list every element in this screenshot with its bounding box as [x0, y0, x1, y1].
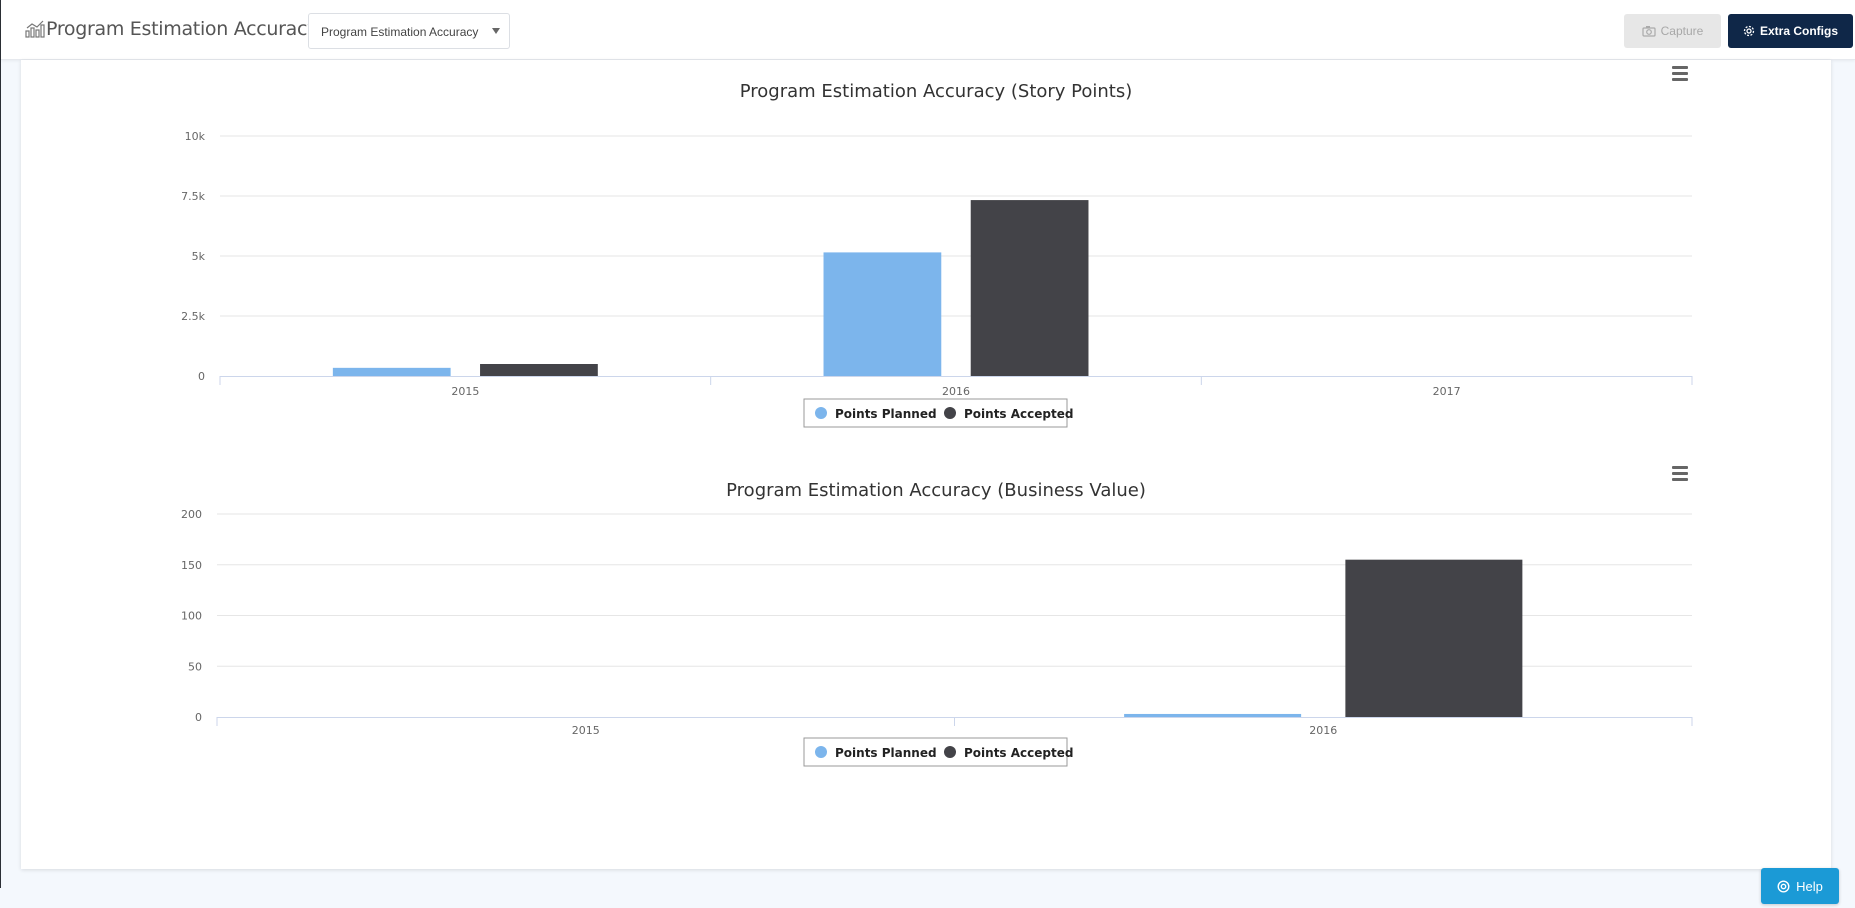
legend-box: [803, 737, 1068, 767]
legend-box: [803, 398, 1068, 428]
story-points-bar-points-accepted: [970, 200, 1089, 376]
legend-label: Points Accepted: [964, 746, 1073, 760]
legend-marker: [815, 746, 827, 758]
y-tick-label: 150: [181, 559, 202, 572]
y-tick-label: 200: [181, 508, 202, 521]
lifebuoy-icon: [1777, 879, 1790, 893]
y-tick-label: 10k: [185, 130, 206, 143]
legend-item-points-accepted[interactable]: Points Accepted: [944, 407, 1073, 421]
capture-label: Capture: [1660, 24, 1704, 38]
page-title: Program Estimation Accuracy: [46, 18, 319, 40]
chart-menu-icon[interactable]: [1668, 462, 1692, 482]
x-tick-label: 2017: [1433, 385, 1461, 398]
y-tick-label: 50: [188, 660, 202, 673]
menu-line: [1672, 78, 1688, 81]
y-tick-label: 5k: [192, 250, 206, 263]
legend-item-points-accepted[interactable]: Points Accepted: [944, 746, 1073, 760]
charts-card: Program Estimation Accuracy (Story Point…: [21, 60, 1831, 869]
menu-line: [1672, 472, 1688, 475]
top-header: Program Estimation Accuracy Program Esti…: [1, 0, 1855, 60]
menu-line: [1672, 72, 1688, 75]
x-tick-label: 2015: [451, 385, 479, 398]
report-select[interactable]: Program Estimation Accuracy: [308, 13, 510, 49]
legend-item-points-planned[interactable]: Points Planned: [815, 746, 937, 760]
left-border: [0, 0, 1, 888]
business-value-chart-svg: Program Estimation Accuracy (Business Va…: [181, 462, 1693, 767]
legend-marker: [944, 746, 956, 758]
x-tick-label: 2015: [572, 724, 600, 737]
caret-down-icon: [492, 28, 500, 34]
gear-icon: [1743, 25, 1755, 37]
chart-legend: Points Planned Points Accepted: [803, 737, 1073, 767]
y-tick-label: 2.5k: [181, 310, 205, 323]
legend-item-points-planned[interactable]: Points Planned: [815, 407, 937, 421]
extra-configs-label: Extra Configs: [1759, 24, 1838, 38]
business-value-bar-points-accepted: [1345, 559, 1523, 717]
help-label: Help: [1796, 878, 1823, 894]
y-tick-label: 0: [195, 711, 202, 724]
story-points-chart-svg: Program Estimation Accuracy (Story Point…: [181, 62, 1693, 428]
chart-menu-icon[interactable]: [1668, 62, 1692, 82]
report-select-value: Program Estimation Accuracy: [321, 25, 479, 39]
extra-configs-button[interactable]: Extra Configs: [1728, 14, 1853, 48]
menu-line: [1672, 478, 1688, 481]
story-points-bar-points-planned: [823, 252, 942, 376]
story-points-chart: Program Estimation Accuracy (Story Point…: [21, 60, 1831, 460]
help-button[interactable]: Help: [1761, 868, 1839, 904]
story-points-bar-points-planned: [332, 367, 451, 376]
legend-label: Points Planned: [835, 746, 937, 760]
menu-hit-area[interactable]: [1668, 62, 1692, 82]
camera-icon: [1642, 26, 1656, 37]
chart-icon: [25, 20, 45, 38]
legend-marker: [944, 407, 956, 419]
capture-button[interactable]: Capture: [1624, 14, 1721, 48]
x-tick-label: 2016: [1309, 724, 1337, 737]
chart-title: Program Estimation Accuracy (Story Point…: [740, 81, 1133, 102]
y-tick-label: 7.5k: [181, 190, 205, 203]
x-tick-label: 2016: [942, 385, 970, 398]
business-value-chart: Program Estimation Accuracy (Business Va…: [21, 460, 1831, 860]
legend-label: Points Accepted: [964, 407, 1073, 421]
legend-marker: [815, 407, 827, 419]
chart-title: Program Estimation Accuracy (Business Va…: [726, 480, 1146, 501]
chart-legend: Points Planned Points Accepted: [803, 398, 1073, 428]
legend-label: Points Planned: [835, 407, 937, 421]
story-points-bar-points-accepted: [480, 364, 598, 376]
business-value-bar-points-planned: [1124, 713, 1302, 717]
menu-line: [1672, 466, 1688, 469]
menu-line: [1672, 66, 1688, 69]
y-tick-label: 100: [181, 610, 202, 623]
y-tick-label: 0: [198, 370, 205, 383]
menu-hit-area[interactable]: [1668, 462, 1692, 482]
